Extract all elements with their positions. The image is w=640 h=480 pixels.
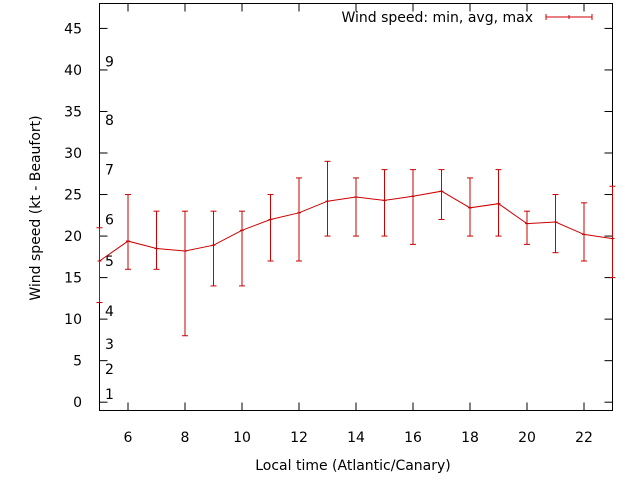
beaufort-label: 4 — [105, 304, 114, 320]
series-layer — [96, 160, 616, 337]
y-tick-label: 30 — [64, 146, 82, 162]
y-tick-label: 45 — [64, 21, 82, 37]
x-tick-label: 10 — [233, 430, 251, 446]
legend-label: Wind speed: min, avg, max — [341, 10, 533, 26]
x-tick-label: 16 — [404, 430, 422, 446]
axis-ticks — [99, 3, 613, 411]
legend: Wind speed: min, avg, max — [341, 10, 593, 26]
beaufort-label: 6 — [105, 212, 114, 228]
y-tick-label: 15 — [64, 271, 82, 287]
beaufort-label: 3 — [105, 337, 114, 353]
y-tick-label: 10 — [64, 312, 82, 328]
y-tick-label: 25 — [64, 188, 82, 204]
beaufort-label: 8 — [105, 113, 114, 129]
y-tick-label: 40 — [64, 63, 82, 79]
y-tick-label: 5 — [73, 354, 82, 370]
x-tick-label: 8 — [181, 430, 190, 446]
beaufort-label: 9 — [105, 55, 114, 71]
x-tick-label: 12 — [290, 430, 308, 446]
y-axis-label: Wind speed (kt - Beaufort) — [28, 115, 44, 300]
beaufort-scale-labels: 1 2 3 4 5 6 7 8 9 — [105, 55, 114, 403]
beaufort-label: 2 — [105, 362, 114, 378]
x-axis-label: Local time (Atlantic/Canary) — [255, 458, 451, 474]
x-tick-labels: 6 8 10 12 14 16 18 20 22 — [124, 430, 593, 446]
beaufort-label: 5 — [105, 254, 114, 270]
beaufort-label: 7 — [105, 163, 114, 179]
x-tick-label: 14 — [347, 430, 365, 446]
y-tick-label: 20 — [64, 229, 82, 245]
x-tick-label: 22 — [575, 430, 593, 446]
beaufort-label: 1 — [105, 387, 114, 403]
y-tick-labels: 0 5 10 15 20 25 30 35 40 45 — [64, 21, 82, 411]
legend-sample — [545, 14, 593, 20]
x-tick-label: 18 — [461, 430, 479, 446]
y-tick-label: 35 — [64, 104, 82, 120]
x-tick-label: 6 — [124, 430, 133, 446]
y-tick-label: 0 — [73, 395, 82, 411]
x-tick-label: 20 — [518, 430, 536, 446]
